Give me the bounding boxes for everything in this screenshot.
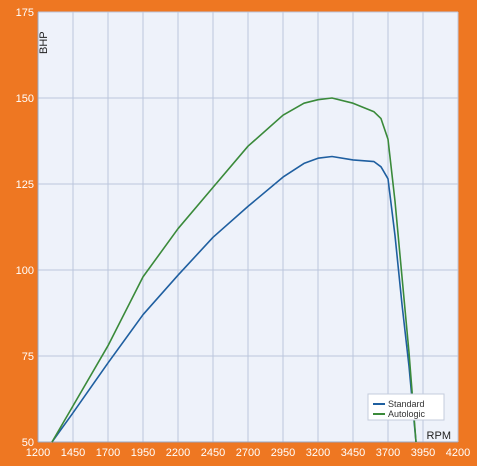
legend-box bbox=[367, 393, 445, 421]
x-tick-label: 2200 bbox=[166, 447, 190, 459]
y-tick-label: 175 bbox=[16, 7, 34, 19]
x-axis-label: RPM bbox=[427, 430, 451, 442]
series-line-autologic bbox=[51, 97, 417, 443]
x-tick-label: 3450 bbox=[341, 447, 365, 459]
legend-label-standard: Standard bbox=[388, 399, 425, 409]
x-tick-label: 1200 bbox=[26, 447, 50, 459]
x-tick-label: 3700 bbox=[376, 447, 400, 459]
y-tick-label: 100 bbox=[16, 265, 34, 277]
series-line-standard bbox=[51, 155, 417, 443]
x-tick-label: 2450 bbox=[201, 447, 225, 459]
x-tick-label: 3950 bbox=[411, 447, 435, 459]
y-axis-label: BHP bbox=[38, 31, 50, 54]
axis-tick-labels: 1200 1450 1700 1950 2200 2450 2700 2950 3200 3450… bbox=[16, 7, 471, 459]
x-tick-label: 3200 bbox=[306, 447, 330, 459]
y-tick-label: 125 bbox=[16, 179, 34, 191]
x-tick-label: 2950 bbox=[271, 447, 295, 459]
legend-label-autologic: Autologic bbox=[388, 409, 426, 419]
chart-legend: Standard Autologic bbox=[367, 393, 445, 421]
x-tick-label: 1950 bbox=[131, 447, 155, 459]
x-tick-label: 1450 bbox=[61, 447, 85, 459]
y-tick-label: 50 bbox=[22, 437, 34, 449]
y-tick-label: 150 bbox=[16, 93, 34, 105]
y-tick-label: 75 bbox=[22, 351, 34, 363]
x-tick-label: 2700 bbox=[236, 447, 260, 459]
x-tick-label: 1700 bbox=[96, 447, 120, 459]
x-tick-label: 4200 bbox=[446, 447, 470, 459]
series-lines bbox=[51, 97, 417, 443]
